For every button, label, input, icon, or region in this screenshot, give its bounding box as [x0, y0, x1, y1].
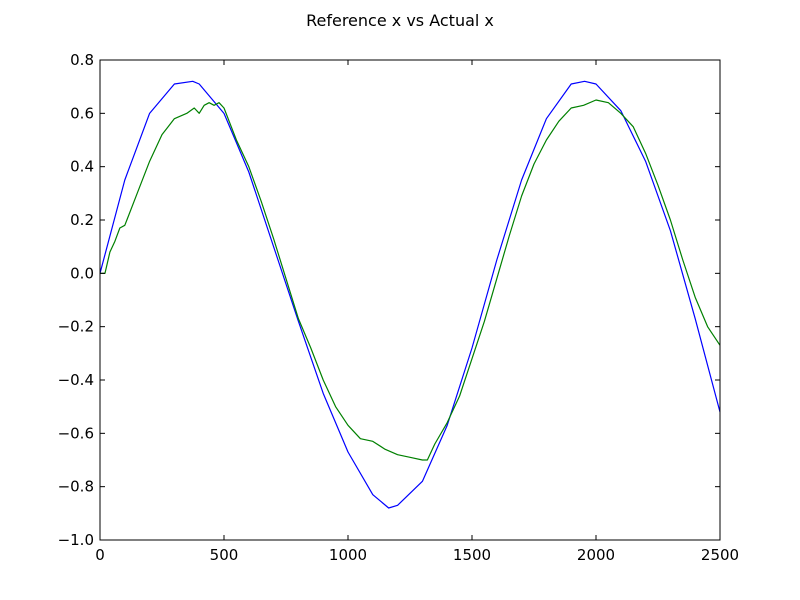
y-tick-label: −1.0 [58, 531, 94, 549]
tick-labels-layer: 0 500 1000 1500 2000 2500 −1.0 −0.8 −0.6 −0.4 −0.2… [58, 51, 740, 564]
series-line-1 [99, 80, 721, 509]
x-tick-label: 2500 [701, 546, 739, 564]
y-tick-label: 0.8 [70, 51, 94, 69]
x-tick-label: 500 [210, 546, 239, 564]
plot-frame [99, 59, 721, 541]
y-tick-label: 0.4 [70, 158, 94, 176]
x-tick-label: 2000 [577, 546, 615, 564]
x-tick-label: 1000 [329, 546, 367, 564]
y-tick-label: −0.8 [58, 478, 94, 496]
series-line-2 [100, 99, 721, 461]
y-tick-label: −0.6 [58, 424, 94, 442]
y-tick-label: −0.4 [58, 371, 94, 389]
y-tick-label: 0.0 [70, 264, 94, 282]
x-tick-label: 0 [95, 546, 105, 564]
chart-title: Reference x vs Actual x [306, 11, 494, 30]
ticks-layer [99, 59, 721, 541]
x-tick-label: 1500 [453, 546, 491, 564]
y-tick-label: 0.6 [70, 104, 94, 122]
series-layer [99, 80, 721, 509]
y-tick-label: 0.2 [70, 211, 94, 229]
y-tick-label: −0.2 [58, 318, 94, 336]
